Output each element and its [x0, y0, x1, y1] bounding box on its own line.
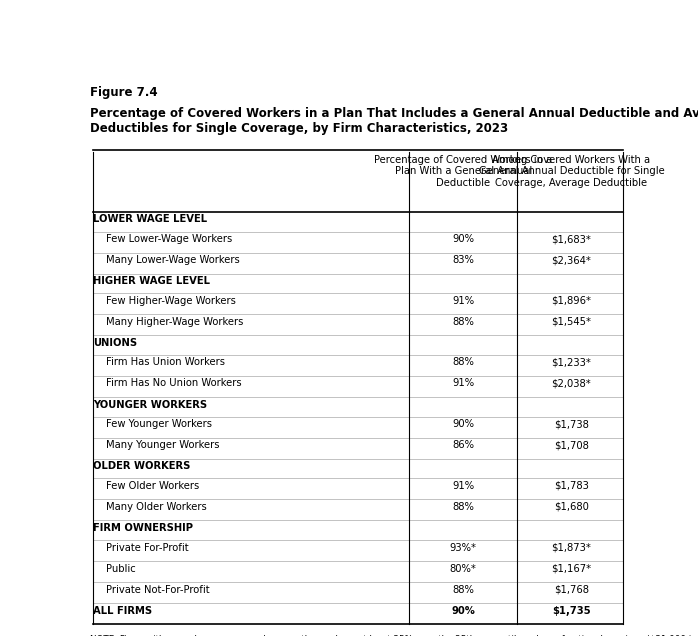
Text: YOUNGER WORKERS: YOUNGER WORKERS — [93, 399, 207, 410]
Text: $1,738: $1,738 — [554, 419, 589, 429]
Text: Many Higher-Wage Workers: Many Higher-Wage Workers — [106, 317, 244, 327]
Text: 88%: 88% — [452, 502, 474, 512]
Text: $1,896*: $1,896* — [551, 296, 591, 306]
Text: OLDER WORKERS: OLDER WORKERS — [93, 461, 190, 471]
Text: $1,233*: $1,233* — [551, 357, 591, 368]
Text: Private For-Profit: Private For-Profit — [106, 543, 188, 553]
Text: Among Covered Workers With a
General Annual Deductible for Single
Coverage, Aver: Among Covered Workers With a General Ann… — [479, 155, 664, 188]
Text: Percentage of Covered Workers in a
Plan With a General Annual
Deductible: Percentage of Covered Workers in a Plan … — [374, 155, 552, 188]
Text: $1,783: $1,783 — [554, 481, 589, 491]
Text: 90%: 90% — [452, 605, 475, 616]
Text: 91%: 91% — [452, 481, 474, 491]
Text: Firm Has No Union Workers: Firm Has No Union Workers — [106, 378, 242, 389]
Text: Many Younger Workers: Many Younger Workers — [106, 440, 220, 450]
Text: Few Higher-Wage Workers: Few Higher-Wage Workers — [106, 296, 236, 306]
Text: Figure 7.4: Figure 7.4 — [90, 86, 158, 99]
Text: HIGHER WAGE LEVEL: HIGHER WAGE LEVEL — [93, 276, 209, 286]
Text: 86%: 86% — [452, 440, 474, 450]
Text: Many Older Workers: Many Older Workers — [106, 502, 207, 512]
Text: Firm Has Union Workers: Firm Has Union Workers — [106, 357, 225, 368]
Text: $1,167*: $1,167* — [551, 563, 591, 574]
Text: $1,683*: $1,683* — [551, 234, 591, 244]
Text: $1,545*: $1,545* — [551, 317, 591, 327]
Text: $1,873*: $1,873* — [551, 543, 591, 553]
Text: Few Lower-Wage Workers: Few Lower-Wage Workers — [106, 234, 232, 244]
Text: $1,768: $1,768 — [554, 584, 589, 595]
Text: ALL FIRMS: ALL FIRMS — [93, 605, 151, 616]
Text: $2,038*: $2,038* — [551, 378, 591, 389]
Text: 88%: 88% — [452, 584, 474, 595]
Text: 90%: 90% — [452, 419, 474, 429]
Text: 83%: 83% — [452, 255, 474, 265]
Text: 91%: 91% — [452, 296, 474, 306]
Text: Few Younger Workers: Few Younger Workers — [106, 419, 212, 429]
Text: UNIONS: UNIONS — [93, 338, 137, 348]
Text: 90%: 90% — [452, 234, 474, 244]
Text: Percentage of Covered Workers in a Plan That Includes a General Annual Deductibl: Percentage of Covered Workers in a Plan … — [90, 107, 698, 135]
Text: Public: Public — [106, 563, 136, 574]
Text: $1,735: $1,735 — [552, 605, 591, 616]
Text: 80%*: 80%* — [450, 563, 477, 574]
Text: NOTE: Firms with many lower-wage workers are those where at least 35% earn the 2: NOTE: Firms with many lower-wage workers… — [90, 635, 697, 636]
Text: 91%: 91% — [452, 378, 474, 389]
Text: 93%*: 93%* — [450, 543, 477, 553]
Text: $2,364*: $2,364* — [551, 255, 591, 265]
Text: Few Older Workers: Few Older Workers — [106, 481, 200, 491]
Text: LOWER WAGE LEVEL: LOWER WAGE LEVEL — [93, 214, 207, 225]
Text: FIRM OWNERSHIP: FIRM OWNERSHIP — [93, 523, 193, 533]
Text: Private Not-For-Profit: Private Not-For-Profit — [106, 584, 210, 595]
Text: $1,680: $1,680 — [554, 502, 589, 512]
Text: 88%: 88% — [452, 357, 474, 368]
Text: $1,708: $1,708 — [554, 440, 589, 450]
Text: 88%: 88% — [452, 317, 474, 327]
Text: Many Lower-Wage Workers: Many Lower-Wage Workers — [106, 255, 240, 265]
